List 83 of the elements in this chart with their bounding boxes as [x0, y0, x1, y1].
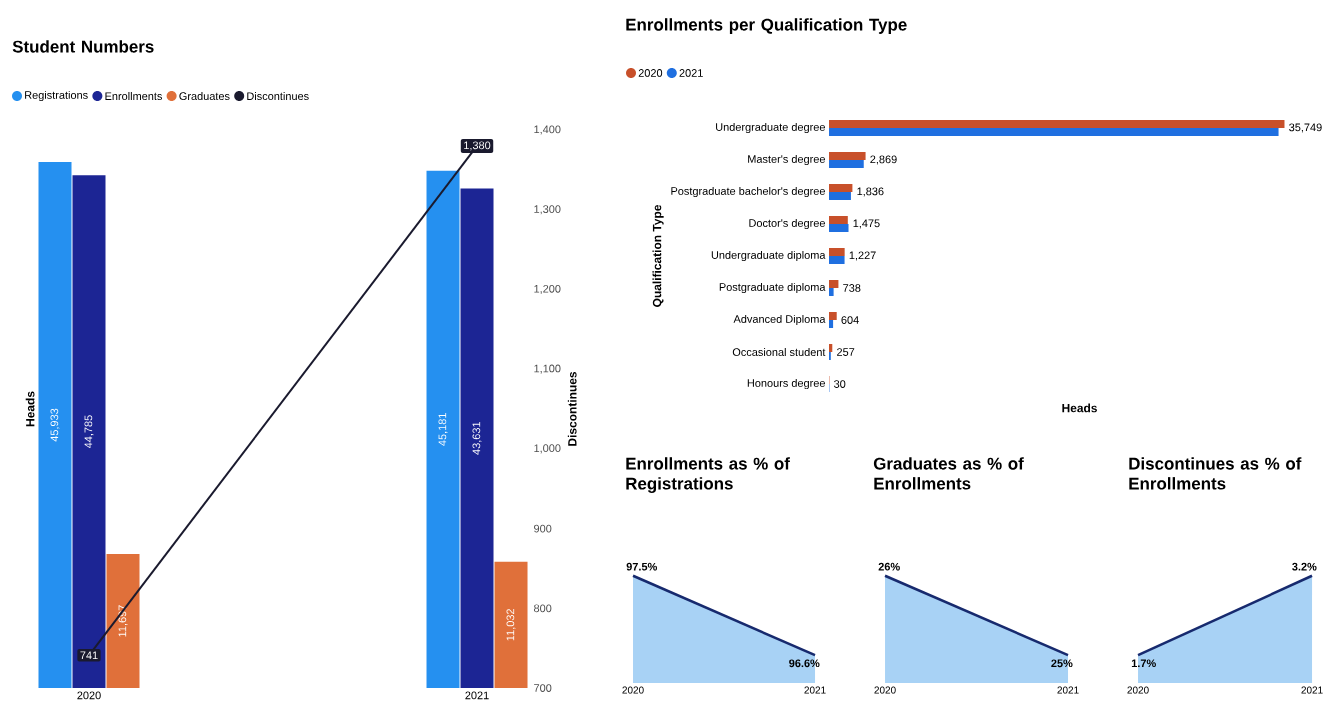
- legend-label: Discontinues: [247, 91, 309, 101]
- data-label: 97.5%: [626, 562, 657, 571]
- legend-label: Graduates: [179, 91, 230, 101]
- y2-tick-label: 1,200: [534, 284, 561, 294]
- y2-tick-label: 1,300: [534, 205, 561, 215]
- chart-title: Student Numbers: [12, 40, 154, 53]
- y2-tick-label: 1,100: [534, 364, 561, 374]
- bar: [829, 127, 1279, 136]
- y-tick-label: Occasional student: [732, 347, 826, 357]
- data-label: 604: [841, 316, 859, 324]
- legend-label: 2021: [679, 69, 703, 77]
- x-tick-label: 2020: [1127, 686, 1149, 694]
- data-label: 3.2%: [1292, 562, 1317, 571]
- x-axis-title: Heads: [1062, 403, 1097, 413]
- y-axis-title: Heads: [25, 391, 35, 427]
- y2-tick-label: 700: [534, 684, 552, 692]
- bar: [829, 319, 834, 328]
- data-label: 30: [834, 380, 846, 388]
- y-tick-label: Honours degree: [747, 378, 825, 390]
- legend-label: Registrations: [25, 90, 88, 102]
- y2-tick-label: 1,000: [534, 444, 561, 454]
- bar: [106, 554, 140, 688]
- chart-title: Enrollments as % of Registrations: [626, 457, 790, 493]
- legend-label: Enrollments: [105, 91, 163, 101]
- y-tick-label: Advanced Diploma: [733, 314, 826, 326]
- y-tick-label: Master's degree: [748, 154, 825, 166]
- data-label: 45,181: [438, 413, 448, 446]
- data-label: 26%: [878, 562, 900, 571]
- y-tick-label: Postgraduate bachelor's degree: [671, 186, 825, 198]
- data-label: 1,475: [853, 219, 880, 229]
- bar: [829, 279, 839, 288]
- chart-title: Discontinues as % of Enrollments: [1129, 457, 1302, 490]
- bar: [829, 287, 834, 296]
- data-label: 43,631: [472, 421, 482, 455]
- y2-tick-label: 1,400: [534, 125, 561, 135]
- data-label: 11,697: [118, 605, 128, 637]
- data-label: 1,380: [464, 141, 491, 151]
- bar: [829, 191, 851, 200]
- data-label: 1.7%: [1131, 659, 1156, 668]
- chart-title: Graduates as % of Enrollments: [873, 457, 1024, 490]
- bar: [829, 215, 848, 224]
- y2-tick-label: 900: [534, 524, 552, 533]
- y2-tick-label: 800: [534, 604, 552, 613]
- x-tick-label: 2021: [1301, 686, 1323, 694]
- bar: [494, 561, 528, 688]
- y-tick-label: Undergraduate degree: [716, 122, 825, 134]
- bar: [829, 311, 837, 320]
- x-tick-label: 2021: [465, 691, 489, 700]
- bar: [829, 223, 849, 232]
- chart-title: Enrollments per Qualification Type: [626, 18, 907, 34]
- y-tick-label: Postgraduate diploma: [719, 282, 826, 294]
- bar: [829, 255, 845, 264]
- data-label: 1,836: [857, 187, 884, 197]
- x-tick-label: 2021: [804, 686, 826, 694]
- bar: [829, 183, 853, 192]
- data-label: 738: [843, 284, 861, 292]
- y-tick-label: Doctor's degree: [749, 218, 825, 230]
- bar: [829, 247, 845, 256]
- bar: [38, 162, 72, 688]
- y-tick-label: Undergraduate diploma: [711, 250, 826, 262]
- bar: [426, 170, 460, 688]
- data-label: 45,933: [50, 408, 60, 442]
- data-label: 44,785: [84, 415, 94, 449]
- legend-label: 2020: [638, 69, 663, 77]
- bar: [829, 343, 833, 352]
- x-tick-label: 2020: [874, 686, 896, 694]
- bar: [829, 151, 866, 160]
- data-label: 11,032: [506, 609, 516, 641]
- x-tick-label: 2021: [1057, 686, 1079, 694]
- data-label: 96.6%: [789, 659, 820, 668]
- y-axis-title: Qualification Type: [652, 205, 664, 307]
- data-label: 1,227: [849, 251, 876, 261]
- data-label: 2,869: [870, 155, 897, 165]
- bar: [829, 119, 1285, 128]
- data-label: 35,749: [1289, 123, 1322, 133]
- x-tick-label: 2020: [622, 686, 644, 694]
- y2-axis-title: Discontinues: [567, 371, 577, 446]
- bar: [72, 175, 106, 688]
- data-label: 257: [837, 348, 855, 356]
- bar: [829, 159, 864, 168]
- data-label: 25%: [1051, 659, 1073, 668]
- bar: [460, 188, 494, 688]
- x-tick-label: 2020: [77, 691, 101, 700]
